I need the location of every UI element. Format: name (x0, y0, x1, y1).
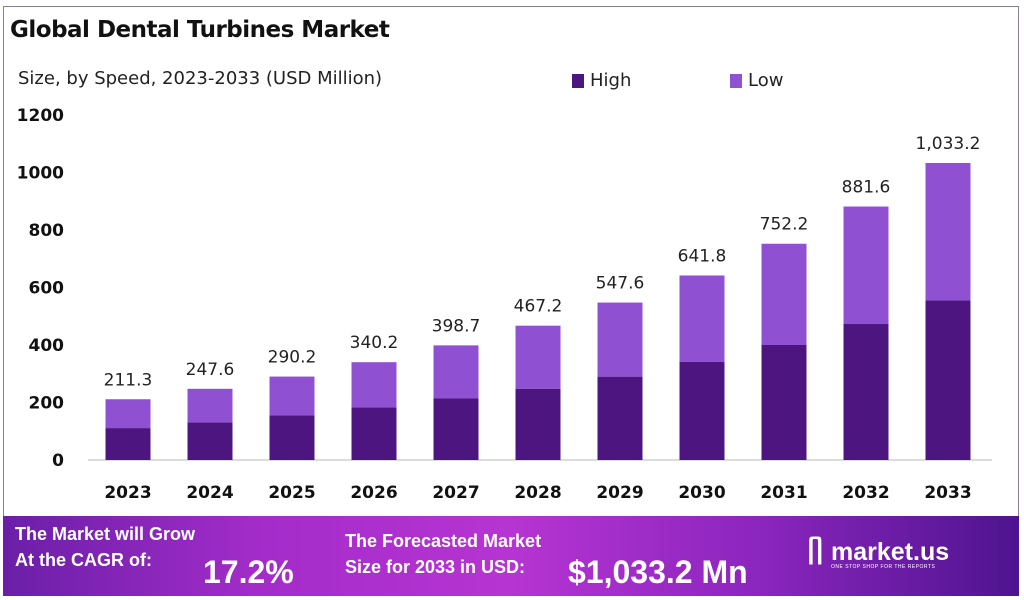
cagr-value: 17.2% (203, 554, 294, 590)
data-label-2031: 752.2 (760, 215, 809, 235)
bar-low-2033 (925, 162, 971, 301)
cagr-label-line1: The Market will Grow (15, 524, 196, 544)
forecast-label-line2: Size for 2033 in USD: (345, 557, 526, 577)
legend-item-high: High (572, 70, 631, 91)
x-tick-label: 2025 (268, 483, 315, 503)
bar-low-2031 (761, 243, 807, 345)
data-label-2023: 211.3 (104, 370, 153, 390)
data-label-2028: 467.2 (514, 297, 563, 317)
x-tick-label: 2028 (514, 483, 561, 503)
bar-low-2024 (187, 388, 233, 423)
bar-low-2026 (351, 362, 397, 408)
x-tick-label: 2023 (104, 483, 151, 503)
y-tick-label: 200 (29, 394, 65, 414)
x-tick-label: 2026 (350, 483, 397, 503)
y-tick-label: 600 (29, 279, 65, 299)
bar-low-2029 (597, 302, 643, 377)
bar-low-2028 (515, 325, 561, 389)
chart-title: Global Dental Turbines Market (10, 17, 390, 43)
bar-high-2026 (351, 407, 397, 460)
bar-high-2033 (925, 300, 971, 460)
x-tick-label: 2031 (760, 483, 807, 503)
bar-high-2032 (843, 324, 889, 460)
legend-item-low: Low (730, 70, 783, 91)
logo-mark-icon: ᥥ (808, 538, 823, 571)
logo-name: market.us (831, 538, 950, 566)
x-tick-label: 2030 (678, 483, 725, 503)
cagr-label-line2: At the CAGR of: (15, 550, 152, 570)
x-tick-label: 2029 (596, 483, 643, 503)
summary-banner: The Market will Grow At the CAGR of: 17.… (3, 516, 1019, 596)
x-tick-label: 2032 (842, 483, 889, 503)
data-label-2032: 881.6 (842, 178, 891, 198)
bar-low-2030 (679, 275, 725, 362)
legend-swatch-low (730, 73, 742, 88)
data-label-2025: 290.2 (268, 348, 317, 368)
y-tick-label: 0 (52, 451, 64, 471)
bar-high-2030 (679, 361, 725, 460)
bar-chart: 0 200 400 600 800 1000 1200 211.3 2023 247.6 2024 2… (17, 106, 992, 503)
bar-high-2027 (433, 398, 479, 460)
bar-low-2032 (843, 206, 889, 325)
x-tick-label: 2033 (924, 483, 971, 503)
legend-swatch-high (572, 73, 584, 88)
logo-tagline: ONE STOP SHOP FOR THE REPORTS (831, 564, 936, 570)
chart-subtitle: Size, by Speed, 2023-2033 (USD Million) (18, 68, 383, 89)
bar-high-2029 (597, 376, 643, 460)
legend-label-low: Low (748, 70, 784, 91)
y-tick-label: 1000 (17, 164, 64, 184)
data-label-2026: 340.2 (350, 333, 399, 353)
bar-high-2025 (269, 415, 315, 460)
y-tick-label: 400 (29, 336, 65, 356)
bar-low-2025 (269, 376, 315, 416)
data-label-2027: 398.7 (432, 316, 481, 336)
market-us-logo: ᥥ market.us ONE STOP SHOP FOR THE REPORT… (808, 538, 949, 572)
bar-high-2031 (761, 345, 807, 460)
data-label-2029: 547.6 (596, 274, 645, 294)
bar-low-2023 (105, 399, 151, 429)
bar-low-2027 (433, 345, 479, 399)
data-label-2030: 641.8 (678, 246, 727, 266)
bar-high-2024 (187, 422, 233, 460)
forecast-label: The Forecasted Market Size for 2033 in U… (345, 528, 541, 580)
y-tick-label: 800 (29, 221, 65, 241)
bar-high-2028 (515, 388, 561, 460)
cagr-label: The Market will Grow At the CAGR of: (15, 521, 195, 573)
forecast-label-line1: The Forecasted Market (345, 531, 542, 551)
bar-high-2023 (105, 428, 151, 460)
legend-label-high: High (590, 70, 632, 91)
x-tick-label: 2027 (432, 483, 479, 503)
x-tick-label: 2024 (186, 483, 233, 503)
data-label-2024: 247.6 (186, 360, 235, 380)
data-label-2033: 1,033.2 (916, 134, 981, 154)
y-tick-label: 1200 (17, 106, 64, 126)
forecast-value: $1,033.2 Mn (568, 554, 748, 590)
